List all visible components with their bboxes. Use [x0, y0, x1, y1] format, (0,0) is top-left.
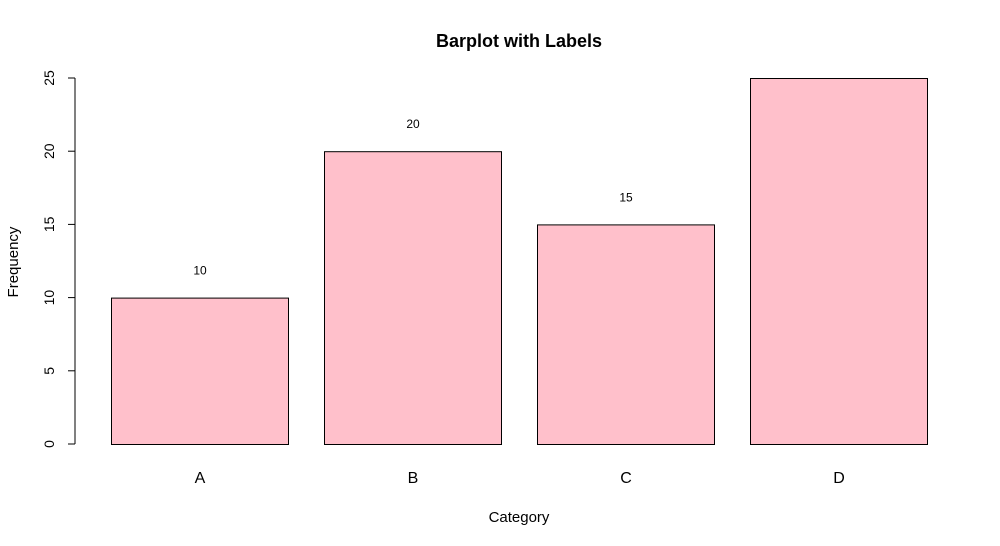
bar-b [324, 151, 502, 445]
y-tick-label: 10 [41, 290, 57, 306]
bar-c [537, 224, 715, 445]
category-label-a: A [195, 470, 206, 487]
bar-d [750, 78, 928, 445]
y-axis: 0 5 10 15 20 25 [41, 70, 76, 448]
y-axis-label: Frequency [5, 226, 22, 297]
y-tick-label: 5 [41, 367, 57, 375]
y-tick-label: 25 [41, 70, 57, 86]
bar-a [111, 297, 289, 445]
bars-group [111, 78, 928, 445]
y-tick-label: 15 [41, 216, 57, 232]
y-tick-label: 20 [41, 143, 57, 159]
y-tick-label: 0 [41, 440, 57, 448]
data-labels: 10 20 15 [193, 117, 633, 277]
category-label-c: C [620, 470, 632, 487]
category-labels: A B C D [195, 470, 845, 487]
x-axis-label: Category [489, 509, 550, 526]
data-label-c: 15 [619, 190, 633, 204]
category-label-d: D [833, 470, 845, 487]
category-label-b: B [408, 470, 419, 487]
chart-title: Barplot with Labels [436, 31, 602, 51]
data-label-b: 20 [406, 117, 420, 131]
data-label-a: 10 [193, 264, 207, 278]
